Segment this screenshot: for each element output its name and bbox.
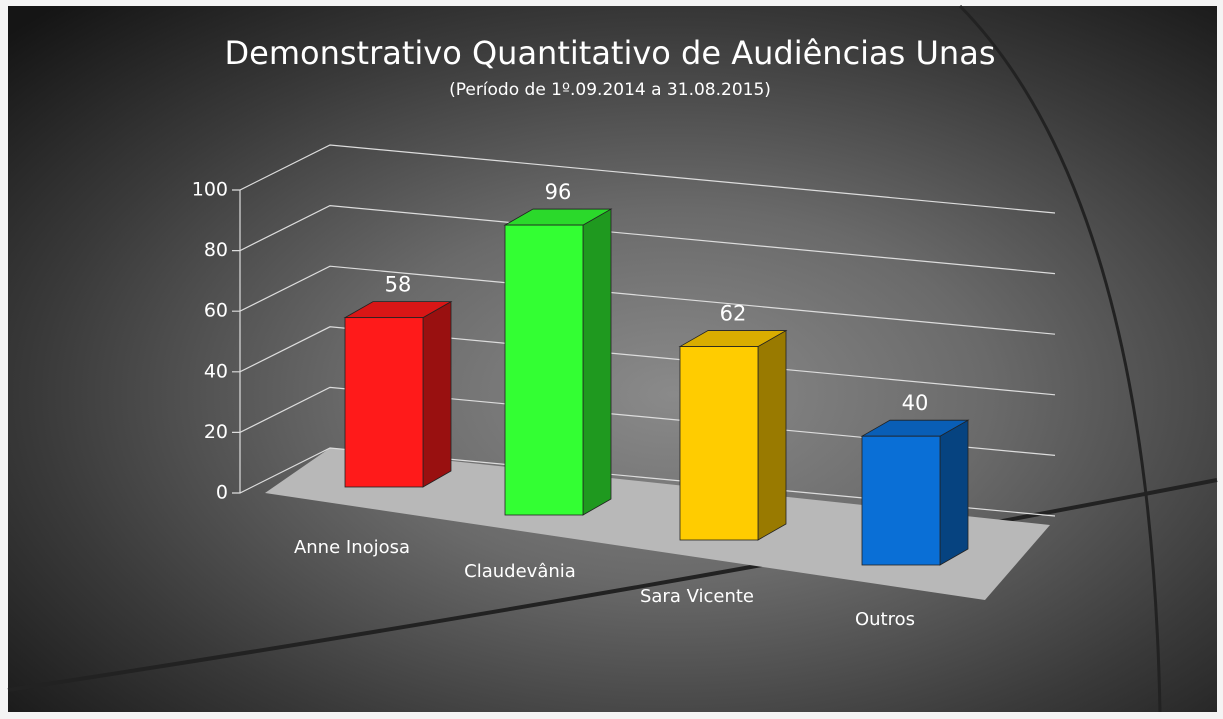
- bar-side: [582, 208, 612, 516]
- chart-subtitle: (Período de 1º.09.2014 a 31.08.2015): [449, 80, 771, 100]
- grid-line: [232, 144, 1056, 214]
- floor: [265, 448, 1050, 600]
- bar: [679, 346, 759, 541]
- x-tick-label: Sara Vicente: [640, 586, 754, 607]
- value-label: 40: [902, 391, 929, 415]
- y-tick-label: 80: [204, 239, 228, 261]
- y-tick-label: 40: [204, 360, 228, 382]
- y-tick-label: 0: [216, 482, 228, 504]
- background: [8, 6, 1217, 712]
- x-tick-label: Outros: [855, 609, 915, 630]
- decor-arc: [958, 4, 1162, 713]
- grid-line: [232, 265, 1056, 335]
- x-tick-label: Anne Inojosa: [294, 537, 410, 558]
- grid-line: [232, 204, 1056, 275]
- y-tick-label: 20: [204, 421, 228, 443]
- value-label: 62: [720, 302, 747, 326]
- value-label: 96: [545, 180, 572, 204]
- value-label: 58: [385, 273, 412, 297]
- bar-side: [757, 329, 787, 541]
- bar-side: [939, 419, 969, 566]
- y-tick-label: 100: [192, 179, 228, 201]
- decor-arc: [7, 478, 1218, 692]
- bar: [861, 435, 941, 566]
- bar: [344, 317, 424, 488]
- bar-side: [422, 300, 452, 488]
- y-tick-label: 60: [204, 300, 228, 322]
- bar: [504, 224, 584, 516]
- x-tick-label: Claudevânia: [464, 561, 576, 582]
- chart-title: Demonstrativo Quantitativo de Audiências…: [225, 34, 996, 72]
- bars: 58 Anne Inojosa 96 Claudevânia 62 Sara Vicent…: [294, 180, 970, 630]
